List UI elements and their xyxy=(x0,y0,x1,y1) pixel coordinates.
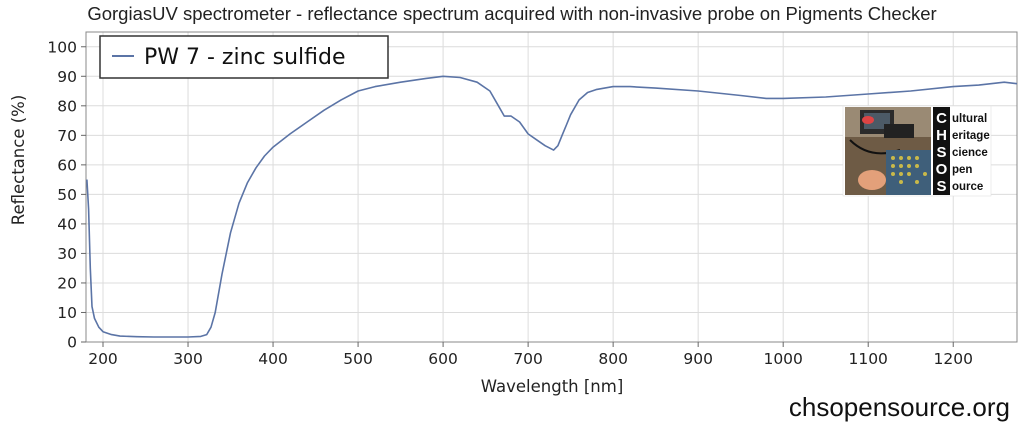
series-line-pw7 xyxy=(86,75,1018,338)
x-tick-label: 500 xyxy=(343,350,373,368)
logo-letter-s2: S xyxy=(936,178,946,195)
logo-letter-o: O xyxy=(936,161,948,178)
chsos-logo: C H S O S ultural eritage cience pen our… xyxy=(842,105,992,197)
series-group xyxy=(86,75,1018,338)
x-tick-label: 700 xyxy=(513,350,543,368)
legend-entry-pw7: PW 7 - zinc sulfide xyxy=(144,45,346,70)
website-url: chsopensource.org xyxy=(789,392,1010,422)
y-tick-label: 30 xyxy=(57,245,77,263)
x-tick-label: 1100 xyxy=(848,350,887,368)
legend: PW 7 - zinc sulfide xyxy=(99,35,389,79)
logo-letter-s: S xyxy=(936,144,946,161)
y-tick-label: 10 xyxy=(57,304,77,322)
x-tick-label: 400 xyxy=(258,350,288,368)
logo-letter-h: H xyxy=(936,127,947,144)
logo-word-cultural: ultural xyxy=(952,113,987,125)
y-tick-label: 80 xyxy=(57,97,77,115)
y-axis-label: Reflectance (%) xyxy=(9,95,28,226)
plot-area-frame xyxy=(85,31,1018,343)
y-tick-label: 0 xyxy=(67,334,77,352)
y-tick-label: 90 xyxy=(57,68,77,86)
x-tick-label: 300 xyxy=(173,350,203,368)
x-tick-label: 800 xyxy=(598,350,628,368)
y-tick-label: 100 xyxy=(47,38,77,56)
y-tick-label: 70 xyxy=(57,127,77,145)
y-tick-label: 40 xyxy=(57,215,77,233)
logo-word-open: pen xyxy=(952,164,972,176)
x-axis-label: Wavelength [nm] xyxy=(481,377,624,396)
logo-word-science: cience xyxy=(952,147,988,159)
logo-word-heritage: eritage xyxy=(952,130,990,142)
legend-box xyxy=(99,35,389,79)
x-tick-label: 200 xyxy=(88,350,118,368)
y-tick-label: 20 xyxy=(57,274,77,292)
x-axis-ticks: 200 300 400 500 600 700 800 900 1000 1100 1200 xyxy=(88,342,973,368)
logo-letter-column xyxy=(933,107,950,195)
x-tick-label: 1200 xyxy=(934,350,973,368)
x-tick-label: 600 xyxy=(428,350,458,368)
x-tick-label: 1000 xyxy=(763,350,802,368)
logo-word-source: ource xyxy=(952,181,983,193)
logo-photo xyxy=(845,107,931,195)
chart-title: GorgiasUV spectrometer - reflectance spe… xyxy=(87,3,936,24)
y-axis-ticks: 0 10 20 30 40 50 60 70 80 90 100 xyxy=(47,38,86,352)
logo-letter-c: C xyxy=(936,110,947,127)
y-tick-label: 60 xyxy=(57,156,77,174)
y-tick-label: 50 xyxy=(57,186,77,204)
x-tick-label: 900 xyxy=(683,350,713,368)
